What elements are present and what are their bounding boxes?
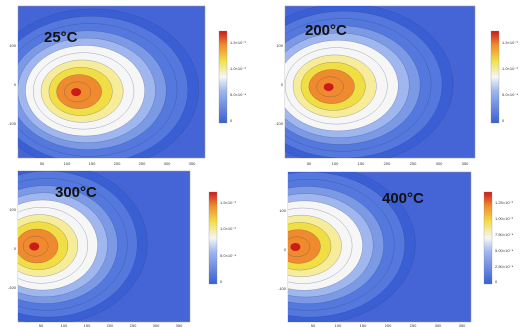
x-tick-label: 350 — [189, 161, 196, 166]
colorbar-tick: 1.0×10⁻³ — [502, 66, 518, 71]
y-tick-label: 0 — [14, 246, 17, 251]
colorbar-tick: 0 — [220, 279, 223, 284]
x-tick-label: 150 — [89, 161, 96, 166]
colorbar-gradient — [483, 191, 493, 285]
y-tick-label: 100 — [9, 43, 16, 48]
heatmap-field — [18, 8, 199, 158]
colorbar-tick: 5.0×10⁻⁴ — [220, 253, 236, 258]
colorbar-tick: 2.50×10⁻⁴ — [495, 264, 514, 269]
heatmap-field — [285, 6, 454, 158]
colorbar-tick: 1.25×10⁻³ — [495, 200, 514, 205]
x-tick-label: 150 — [360, 323, 367, 327]
x-tick-label: 100 — [335, 323, 342, 327]
x-tick-label: 350 — [459, 323, 466, 327]
y-tick-label: 100 — [9, 207, 16, 212]
colorbar: 1.5×10⁻³ 1.0×10⁻³ 5.0×10⁻⁴ 0 — [218, 30, 246, 124]
panel-25c: 25°C 50 100 150 200 250 300 350 100 0 -1… — [8, 5, 246, 166]
x-tick-label: 200 — [385, 323, 392, 327]
x-tick-label: 250 — [130, 323, 137, 327]
x-axis: 50 100 150 200 250 300 350 — [39, 323, 183, 327]
panel-title: 25°C — [44, 29, 78, 46]
y-tick-label: 0 — [14, 82, 17, 87]
colorbar: 1.5×10⁻³ 1.0×10⁻³ 5.0×10⁻⁴ 0 — [490, 30, 518, 124]
x-tick-label: 250 — [410, 323, 417, 327]
y-axis: 100 0 -100 — [278, 208, 287, 291]
colorbar-tick: 1.00×10⁻³ — [495, 216, 514, 221]
colorbar-tick: 1.5×10⁻³ — [220, 200, 236, 205]
x-axis: 50 100 150 200 250 300 350 — [307, 161, 469, 166]
y-tick-label: 100 — [279, 208, 286, 213]
x-tick-label: 200 — [114, 161, 121, 166]
panel-title: 300°C — [55, 184, 97, 201]
colorbar-gradient — [218, 30, 228, 124]
x-tick-label: 350 — [176, 323, 183, 327]
x-tick-label: 100 — [61, 323, 68, 327]
heatmap-field — [288, 172, 416, 322]
y-tick-label: -100 — [8, 285, 17, 290]
y-tick-label: 100 — [276, 43, 283, 48]
x-tick-label: 100 — [332, 161, 339, 166]
colorbar-tick: 0 — [502, 118, 505, 123]
x-tick-label: 300 — [153, 323, 160, 327]
y-tick-label: -100 — [278, 286, 287, 291]
y-tick-label: -100 — [8, 121, 17, 126]
panel-200c: 200°C 50 100 150 200 250 300 350 100 0 -… — [275, 5, 518, 166]
hotspot-peak — [71, 88, 82, 97]
colorbar: 1.5×10⁻³ 1.0×10⁻³ 5.0×10⁻⁴ 0 — [208, 191, 236, 285]
y-tick-label: 0 — [281, 82, 284, 87]
hotspot-peak — [29, 242, 40, 251]
panel-300c: 300°C 50 100 150 200 250 300 350 100 0 -… — [8, 170, 236, 327]
x-tick-label: 100 — [64, 161, 71, 166]
contour-group — [288, 172, 416, 322]
y-axis: 100 0 -100 — [275, 43, 284, 126]
x-tick-label: 50 — [39, 323, 44, 327]
panel-title: 200°C — [305, 22, 347, 39]
colorbar-tick: 5.00×10⁻⁴ — [495, 248, 514, 253]
x-tick-label: 50 — [311, 323, 316, 327]
colorbar: 1.25×10⁻³ 1.00×10⁻³ 7.50×10⁻⁴ 5.00×10⁻⁴ … — [483, 191, 514, 285]
x-tick-label: 300 — [164, 161, 171, 166]
x-tick-label: 150 — [358, 161, 365, 166]
colorbar-tick: 1.5×10⁻³ — [502, 40, 518, 45]
colorbar-tick: 7.50×10⁻⁴ — [495, 232, 514, 237]
y-axis: 100 0 -100 — [8, 43, 17, 126]
x-axis: 50 100 150 200 250 300 350 — [311, 323, 466, 327]
colorbar-gradient — [490, 30, 500, 124]
y-tick-label: -100 — [275, 121, 284, 126]
heatmap-field — [18, 171, 148, 322]
contour-group — [285, 6, 454, 158]
x-axis: 50 100 150 200 250 300 350 — [40, 161, 196, 166]
x-tick-label: 250 — [139, 161, 146, 166]
x-tick-label: 200 — [384, 161, 391, 166]
x-tick-label: 150 — [84, 323, 91, 327]
colorbar-tick: 5.0×10⁻⁴ — [502, 92, 518, 97]
colorbar-tick: 1.5×10⁻³ — [230, 40, 246, 45]
x-tick-label: 300 — [435, 323, 442, 327]
x-tick-label: 50 — [307, 161, 312, 166]
contour-group — [18, 8, 199, 158]
contour-group — [18, 171, 148, 322]
colorbar-tick: 1.0×10⁻³ — [220, 226, 236, 231]
y-tick-label: 0 — [284, 247, 287, 252]
x-tick-label: 350 — [462, 161, 469, 166]
x-tick-label: 50 — [40, 161, 45, 166]
x-tick-label: 200 — [107, 323, 114, 327]
panel-title: 400°C — [382, 190, 424, 207]
y-axis: 100 0 -100 — [8, 207, 17, 290]
x-tick-label: 250 — [410, 161, 417, 166]
colorbar-tick: 1.0×10⁻³ — [230, 66, 246, 71]
x-tick-label: 300 — [436, 161, 443, 166]
hotspot-peak — [290, 243, 301, 251]
panel-400c: 400°C 50 100 150 200 250 300 350 100 0 -… — [278, 171, 514, 327]
hotspot-peak — [323, 83, 334, 92]
colorbar-tick: 0 — [495, 279, 498, 284]
colorbar-tick: 5.0×10⁻⁴ — [230, 92, 246, 97]
colorbar-tick: 0 — [230, 118, 233, 123]
colorbar-gradient — [208, 191, 218, 285]
